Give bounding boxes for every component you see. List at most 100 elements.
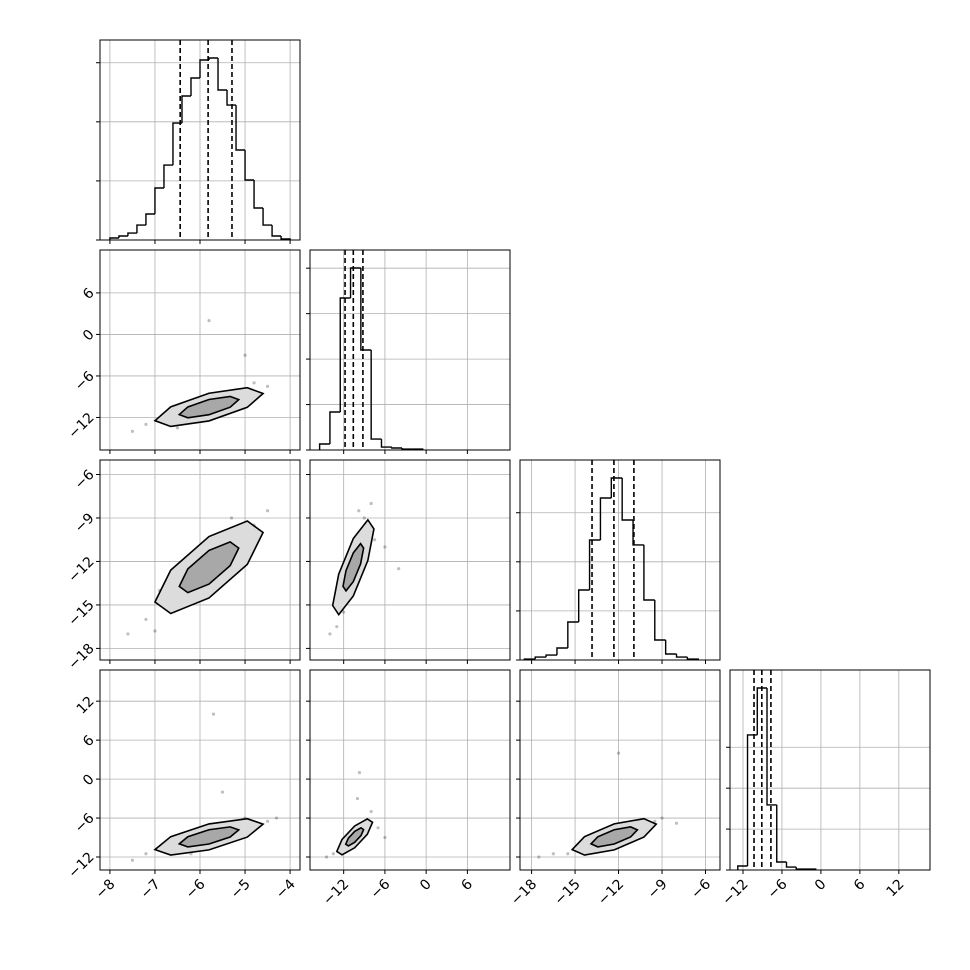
panel-frame (99, 669, 301, 871)
hist-bin (654, 600, 666, 641)
x-tick-label: 0 (417, 876, 435, 894)
hist-bin (217, 58, 228, 91)
panel: −8 −7 −6 −5 −4 −12 −6 0 6 12 (65, 669, 301, 902)
hist-bin (127, 232, 137, 236)
x-tick-label: −5 (228, 876, 254, 902)
sample-point (674, 821, 679, 825)
x-tick-label: −18 (508, 876, 540, 908)
x-tick-label: −15 (552, 876, 584, 908)
hist-bin (643, 544, 655, 601)
y-tick-label: −12 (65, 410, 97, 442)
hist-bin (545, 654, 557, 658)
sample-point (130, 429, 135, 433)
sample-point (397, 567, 401, 571)
sample-point (274, 816, 279, 820)
density-contour (178, 540, 240, 594)
y-tick-label: −6 (72, 467, 98, 493)
panel: −12 −6 0 6 (306, 669, 511, 909)
panel (96, 39, 301, 244)
sample-point (660, 816, 664, 820)
hist-bin (556, 647, 568, 656)
sample-point (153, 629, 157, 633)
panel (516, 459, 721, 664)
hist-bin (766, 688, 777, 806)
hist-bin (271, 225, 282, 237)
x-tick-label: −4 (273, 876, 299, 902)
sample-point (144, 852, 148, 856)
hist-bin (136, 224, 146, 234)
y-tick-label: −12 (65, 554, 97, 586)
sample-point (566, 852, 570, 856)
sample-point (383, 835, 387, 840)
y-tick-label: 0 (80, 327, 98, 345)
hist-bin (737, 865, 748, 870)
y-tick-label: −6 (72, 368, 98, 394)
hist-bin (163, 164, 173, 188)
hist-bin (610, 477, 623, 498)
hist-bin (599, 497, 612, 540)
x-tick-label: −6 (765, 876, 791, 902)
sample-point (265, 384, 270, 388)
hist-bin (675, 654, 688, 658)
sample-point (362, 516, 366, 520)
hist-bin (181, 95, 191, 124)
density-contour (177, 395, 241, 419)
sample-point (551, 852, 555, 856)
x-tick-label: −6 (368, 876, 394, 902)
sample-point (207, 318, 211, 323)
sample-point (373, 538, 377, 542)
x-tick-label: 12 (884, 876, 908, 900)
x-tick-label: −9 (645, 876, 671, 902)
sample-point (335, 625, 339, 629)
hist-bin (190, 77, 200, 96)
sample-point (376, 826, 380, 830)
panel-frame (309, 249, 511, 451)
hist-bin (360, 268, 372, 351)
hist-bin (244, 150, 255, 181)
sample-point (252, 381, 256, 385)
panel: −18 −15 −12 −9 −6 (508, 669, 721, 909)
density-contour (589, 826, 639, 848)
sample-point (653, 819, 657, 823)
hist-bin (534, 656, 547, 660)
sample-point (243, 353, 247, 357)
y-tick-label: 6 (80, 285, 98, 303)
hist-bin (318, 443, 330, 450)
x-tick-label: −12 (595, 876, 627, 908)
hist-bin (391, 447, 403, 449)
hist-bin (567, 621, 579, 648)
x-tick-label: −7 (138, 876, 164, 902)
x-tick-label: 0 (812, 876, 830, 894)
panel: −12 −6 0 6 12 (719, 669, 931, 909)
hist-bin (145, 213, 155, 226)
density-contour (177, 826, 241, 848)
hist-bin (339, 297, 351, 412)
hist-bin (776, 804, 787, 863)
x-tick-label: −12 (719, 876, 751, 908)
hist-bin (785, 862, 797, 868)
hist-bin (756, 687, 768, 735)
sample-point (355, 796, 360, 801)
sample-point (331, 852, 335, 856)
panel-frame (99, 39, 301, 241)
hist-bin (795, 867, 806, 870)
y-tick-label: 0 (80, 771, 98, 789)
y-tick-label: −15 (65, 597, 97, 629)
y-tick-label: −6 (72, 810, 98, 836)
sample-point (616, 751, 621, 755)
panel-frame (519, 669, 721, 871)
sample-point (175, 426, 180, 430)
sample-point (220, 790, 225, 794)
panel (306, 459, 511, 664)
y-tick-label: −18 (65, 641, 97, 673)
hist-bin (370, 350, 382, 440)
panel-frame (729, 669, 931, 871)
sample-point (369, 809, 373, 814)
sample-point (211, 712, 216, 716)
hist-bin (226, 90, 237, 106)
sample-point (324, 855, 329, 859)
sample-point (144, 422, 148, 426)
x-tick-label: −6 (688, 876, 714, 902)
hist-bin (664, 640, 677, 655)
